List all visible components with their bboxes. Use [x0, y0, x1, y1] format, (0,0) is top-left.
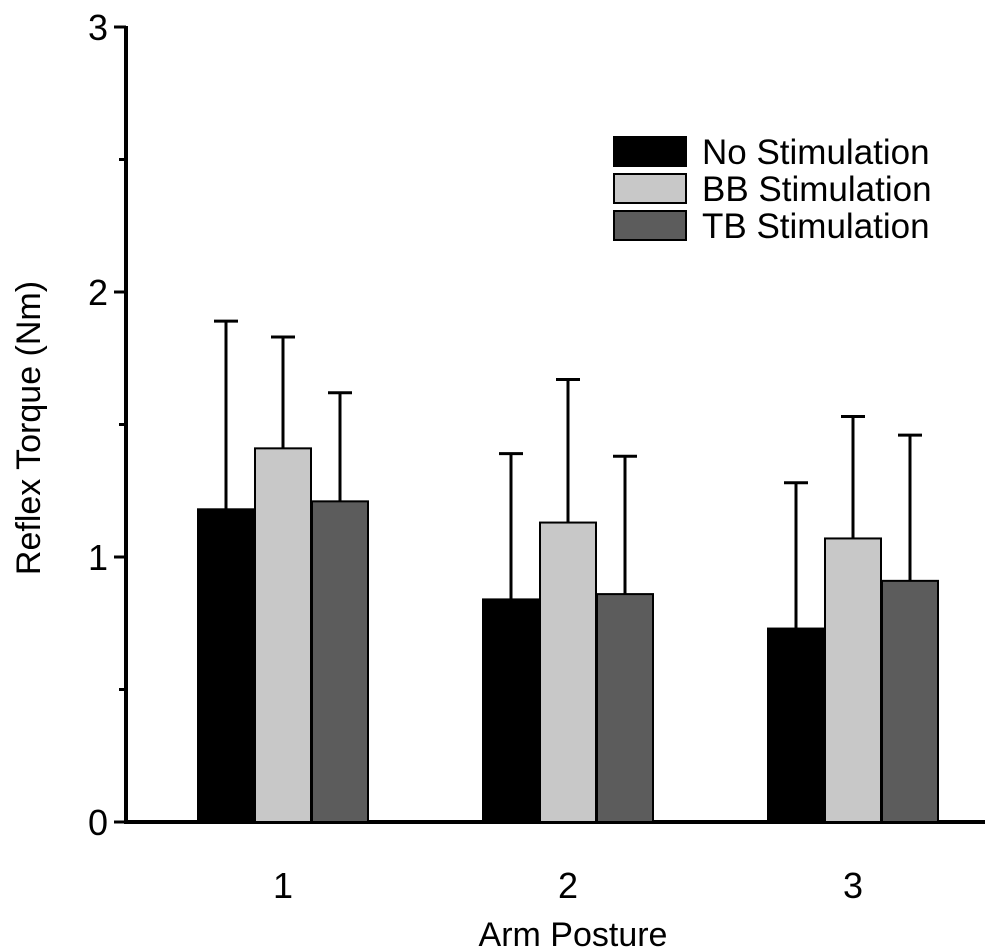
- bar: [482, 598, 540, 824]
- y-ticks: 0 1 2 3: [88, 7, 126, 843]
- y-tick-label: 2: [88, 272, 108, 313]
- y-tick-label: 3: [88, 7, 108, 48]
- bar: [824, 537, 882, 823]
- legend-swatch: [613, 210, 687, 241]
- y-tick-label: 1: [88, 537, 108, 578]
- legend-label: No Stimulation: [702, 133, 930, 172]
- bar: [767, 627, 825, 823]
- bar: [197, 508, 255, 823]
- legend-label: TB Stimulation: [702, 207, 930, 246]
- x-axis-title: Arm Posture: [479, 916, 668, 952]
- legend-label: BB Stimulation: [702, 170, 932, 209]
- bar: [881, 579, 939, 823]
- x-tick-label: 2: [558, 865, 578, 906]
- bar: [254, 447, 312, 823]
- bar: [539, 521, 597, 823]
- bars: [197, 447, 939, 824]
- x-tick-label: 1: [273, 865, 293, 906]
- legend-swatch: [613, 173, 687, 204]
- bar: [596, 593, 654, 823]
- bar: [311, 500, 369, 823]
- x-tick-label: 3: [843, 865, 863, 906]
- y-axis-title: Reflex Torque (Nm): [10, 281, 48, 575]
- legend-swatch: [613, 136, 687, 167]
- x-ticks: 1 2 3: [273, 865, 863, 906]
- error-bars: [214, 319, 922, 629]
- y-tick-label: 0: [88, 802, 108, 843]
